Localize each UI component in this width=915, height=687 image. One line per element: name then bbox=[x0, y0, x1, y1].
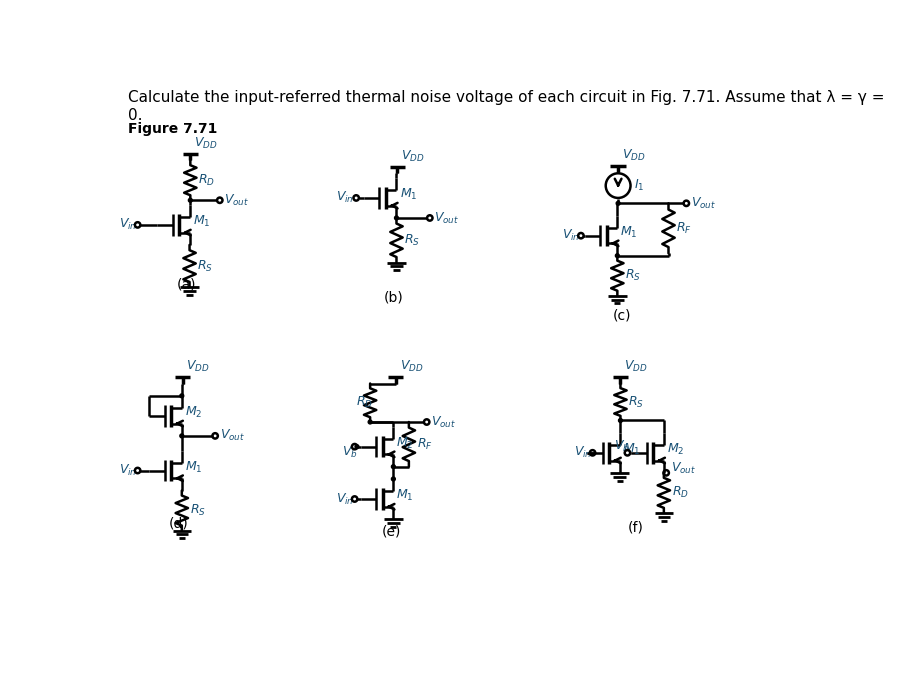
Text: (d): (d) bbox=[169, 517, 188, 530]
Circle shape bbox=[188, 199, 192, 202]
Text: $M_2$: $M_2$ bbox=[667, 442, 684, 458]
Text: $R_D$: $R_D$ bbox=[672, 485, 689, 500]
Text: $I_1$: $I_1$ bbox=[633, 178, 644, 193]
Text: $R_D$: $R_D$ bbox=[198, 172, 215, 188]
Text: $M_2$: $M_2$ bbox=[185, 405, 202, 420]
Text: $M_1$: $M_1$ bbox=[396, 488, 414, 504]
Text: $R_F$: $R_F$ bbox=[676, 221, 692, 236]
Text: $V_{DD}$: $V_{DD}$ bbox=[187, 359, 210, 374]
Text: Figure 7.71: Figure 7.71 bbox=[128, 122, 218, 137]
Circle shape bbox=[392, 477, 395, 481]
Text: $V_{out}$: $V_{out}$ bbox=[691, 196, 716, 211]
Text: $V_b$: $V_b$ bbox=[614, 439, 630, 454]
Text: $V_{out}$: $V_{out}$ bbox=[671, 461, 696, 476]
Text: $V_{in}$: $V_{in}$ bbox=[119, 217, 137, 232]
Text: $R_F$: $R_F$ bbox=[416, 437, 433, 452]
Circle shape bbox=[180, 434, 184, 438]
Text: $M_2$: $M_2$ bbox=[396, 436, 414, 451]
Text: $M_1$: $M_1$ bbox=[620, 225, 638, 240]
Circle shape bbox=[619, 418, 622, 423]
Text: $V_{DD}$: $V_{DD}$ bbox=[622, 148, 646, 163]
Text: $V_{out}$: $V_{out}$ bbox=[224, 192, 250, 207]
Circle shape bbox=[368, 420, 372, 424]
Text: $M_1$: $M_1$ bbox=[623, 442, 640, 458]
Text: $V_{DD}$: $V_{DD}$ bbox=[624, 359, 648, 374]
Text: $V_{out}$: $V_{out}$ bbox=[431, 414, 457, 429]
Circle shape bbox=[392, 464, 395, 469]
Text: $R_S$: $R_S$ bbox=[625, 268, 641, 283]
Text: (b): (b) bbox=[383, 291, 404, 305]
Text: (e): (e) bbox=[382, 524, 402, 538]
Circle shape bbox=[616, 254, 619, 258]
Circle shape bbox=[394, 216, 398, 220]
Circle shape bbox=[180, 394, 184, 398]
Text: $V_{out}$: $V_{out}$ bbox=[220, 428, 245, 443]
Text: $V_{in}$: $V_{in}$ bbox=[563, 228, 580, 243]
Text: $V_{DD}$: $V_{DD}$ bbox=[401, 149, 425, 164]
Text: (c): (c) bbox=[613, 308, 631, 323]
Text: $V_{in}$: $V_{in}$ bbox=[574, 445, 592, 460]
Text: $V_{DD}$: $V_{DD}$ bbox=[400, 359, 423, 374]
Text: (a): (a) bbox=[177, 278, 196, 292]
Text: $R_S$: $R_S$ bbox=[198, 258, 213, 273]
Text: $V_{DD}$: $V_{DD}$ bbox=[194, 136, 218, 151]
Text: $R_S$: $R_S$ bbox=[404, 233, 420, 248]
Text: (f): (f) bbox=[628, 520, 644, 534]
Text: $R_S$: $R_S$ bbox=[189, 503, 206, 518]
Text: $M_1$: $M_1$ bbox=[185, 460, 202, 475]
Text: $M_1$: $M_1$ bbox=[400, 188, 417, 203]
Text: $R_S$: $R_S$ bbox=[629, 394, 644, 409]
Text: $V_b$: $V_b$ bbox=[342, 445, 358, 460]
Text: $R_D$: $R_D$ bbox=[356, 395, 373, 410]
Circle shape bbox=[616, 201, 620, 205]
Text: Calculate the input-referred thermal noise voltage of each circuit in Fig. 7.71.: Calculate the input-referred thermal noi… bbox=[128, 90, 885, 122]
Circle shape bbox=[355, 444, 359, 449]
Text: $V_{in}$: $V_{in}$ bbox=[336, 190, 354, 205]
Text: $V_{in}$: $V_{in}$ bbox=[119, 463, 137, 478]
Text: $M_1$: $M_1$ bbox=[193, 214, 210, 229]
Text: $V_{in}$: $V_{in}$ bbox=[336, 491, 354, 506]
Text: $V_{out}$: $V_{out}$ bbox=[435, 210, 459, 225]
